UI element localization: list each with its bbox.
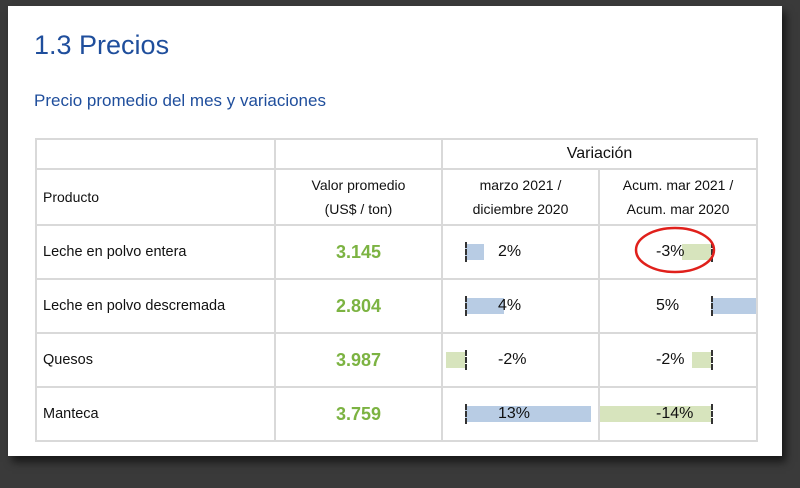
var2-value: -2% <box>656 351 685 368</box>
var1-value: 4% <box>498 297 522 314</box>
empty-cell <box>35 138 276 170</box>
bar-axis <box>711 296 713 316</box>
variation-bar <box>465 406 592 422</box>
var1-cell: 2% <box>441 224 600 280</box>
var2-value: 5% <box>656 297 680 314</box>
var2-header-line: Acum. mar 2021 / <box>622 177 734 193</box>
bar-axis <box>465 404 467 424</box>
product-name: Leche en polvo entera <box>35 224 276 280</box>
bar-axis <box>711 404 713 424</box>
average-value: 2.804 <box>274 278 443 334</box>
bar-axis <box>711 350 713 370</box>
section-title: 1.3 Precios <box>34 30 170 60</box>
variation-bar <box>711 298 755 314</box>
var1-cell: 13% <box>441 386 600 442</box>
var1-value: 2% <box>498 243 522 260</box>
var1-cell: 4% <box>441 278 600 334</box>
var1-value: 13% <box>498 405 531 422</box>
product-name: Manteca <box>35 386 276 442</box>
value-header-line: (US$ / ton) <box>324 201 393 217</box>
table-row: Leche en polvo descremada 2.804 4% 5% <box>35 278 758 334</box>
value-header: Valor promedio (US$ / ton) <box>274 168 443 226</box>
prices-table: Variación Producto Valor promedio (US$ / … <box>35 138 758 442</box>
variation-bar <box>465 298 504 314</box>
table-row: Leche en polvo entera 3.145 2% -3% <box>35 224 758 280</box>
bar-axis <box>711 242 713 262</box>
highlight-circle <box>634 226 716 274</box>
average-value: 3.759 <box>274 386 443 442</box>
var1-cell: -2% <box>441 332 600 388</box>
table-row: Manteca 3.759 13% -14% <box>35 386 758 442</box>
var2-header: Acum. mar 2021 / Acum. mar 2020 <box>598 168 758 226</box>
variation-bar <box>601 406 711 422</box>
bar-axis <box>465 242 467 262</box>
table-row: Quesos 3.987 -2% -2% <box>35 332 758 388</box>
var2-header-line: Acum. mar 2020 <box>626 201 730 217</box>
variation-header: Variación <box>441 138 758 170</box>
var1-header-line: marzo 2021 / <box>479 177 562 193</box>
var1-header-line: diciembre 2020 <box>472 201 569 217</box>
var2-cell: -2% <box>598 332 758 388</box>
variation-bar <box>681 244 711 260</box>
var2-cell: 5% <box>598 278 758 334</box>
variation-bar <box>691 352 711 368</box>
variation-bar <box>445 352 465 368</box>
var2-cell: -14% <box>598 386 758 442</box>
variation-bar <box>465 244 485 260</box>
var1-header: marzo 2021 / diciembre 2020 <box>441 168 600 226</box>
var1-value: -2% <box>498 351 527 368</box>
value-header-line: Valor promedio <box>311 177 406 193</box>
average-value: 3.145 <box>274 224 443 280</box>
product-name: Quesos <box>35 332 276 388</box>
var2-cell: -3% <box>598 224 758 280</box>
product-header: Producto <box>35 168 276 226</box>
var2-value: -3% <box>656 243 685 260</box>
section-subtitle: Precio promedio del mes y variaciones <box>34 91 326 110</box>
empty-cell <box>274 138 443 170</box>
average-value: 3.987 <box>274 332 443 388</box>
bar-axis <box>465 296 467 316</box>
bar-axis <box>465 350 467 370</box>
var2-value: -14% <box>656 405 694 422</box>
product-name: Leche en polvo descremada <box>35 278 276 334</box>
